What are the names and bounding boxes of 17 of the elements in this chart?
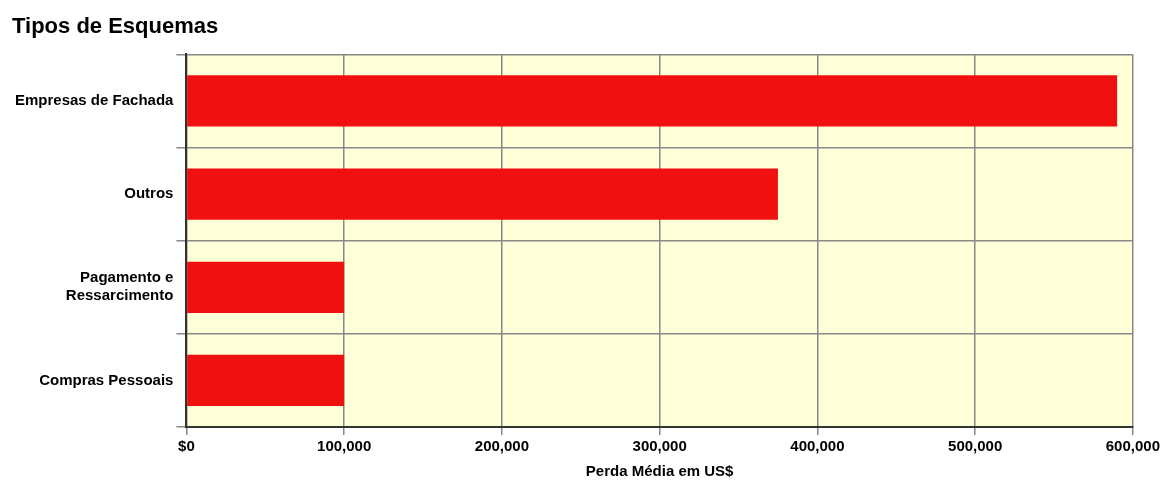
x-tick-label: 300,000 bbox=[632, 437, 687, 455]
chart-title: Tipos de Esquemas bbox=[12, 13, 219, 39]
bar bbox=[187, 75, 1118, 127]
x-axis-title: Perda Média em US$ bbox=[585, 462, 735, 480]
bar bbox=[187, 354, 345, 407]
y-tick-label: Empresas de Fachada bbox=[14, 91, 175, 109]
x-tick-label: 400,000 bbox=[790, 437, 845, 455]
y-tick-label: Compras Pessoais bbox=[39, 370, 174, 388]
bar bbox=[187, 261, 345, 313]
y-tick-label: Pagamento e Ressarcimento bbox=[65, 268, 174, 304]
x-tick-label: 600,000 bbox=[1105, 437, 1161, 455]
y-tick-label: Outros bbox=[124, 184, 174, 202]
x-tick-label: 500,000 bbox=[948, 437, 1003, 455]
bar bbox=[187, 168, 778, 220]
x-tick-label: $0 bbox=[178, 437, 195, 455]
x-tick-label: 100,000 bbox=[317, 437, 372, 455]
x-tick-label: 200,000 bbox=[474, 437, 530, 455]
